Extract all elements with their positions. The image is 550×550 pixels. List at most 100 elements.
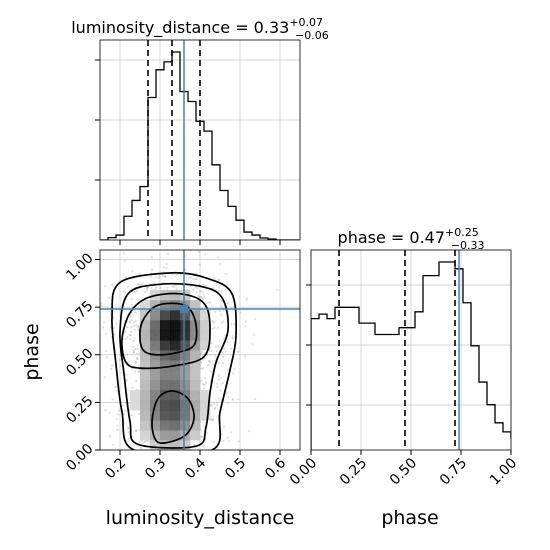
scatter-point	[200, 435, 203, 438]
scatter-point	[132, 345, 135, 348]
scatter-point	[226, 401, 229, 404]
density-heatmap	[130, 290, 211, 450]
heatmap-cell	[170, 290, 181, 301]
scatter-point	[221, 351, 224, 354]
heatmap-cell	[150, 440, 161, 450]
scatter-point	[137, 370, 140, 374]
scatter-point	[244, 325, 247, 328]
scatter-point	[134, 347, 137, 351]
heatmap-cell	[180, 410, 191, 421]
scatter-point	[109, 367, 112, 371]
heatmap-cell	[160, 310, 171, 321]
scatter-point	[144, 440, 147, 443]
scatter-point	[236, 350, 240, 353]
scatter-point	[172, 285, 175, 288]
scatter-point	[110, 283, 114, 287]
scatter-point	[102, 326, 105, 329]
scatter-point	[194, 286, 197, 289]
scatter-point	[213, 407, 216, 411]
scatter-point	[254, 397, 257, 401]
x-tick-label: 0.75	[437, 455, 470, 488]
scatter-point	[171, 284, 174, 288]
scatter-point	[213, 353, 217, 357]
scatter-point	[96, 337, 98, 339]
scatter-point	[276, 288, 279, 291]
scatter-point	[212, 321, 215, 324]
scatter-point	[216, 385, 219, 388]
heatmap-cell	[140, 350, 151, 361]
scatter-point	[201, 383, 204, 386]
scatter-point	[124, 276, 127, 279]
scatter-point	[104, 349, 107, 353]
scatter-point	[253, 317, 257, 321]
scatter-point	[134, 311, 137, 314]
heatmap-cell	[170, 320, 181, 331]
scatter-point	[233, 323, 236, 326]
heatmap-cell	[170, 370, 181, 381]
scatter-point	[218, 309, 221, 313]
heatmap-cell	[200, 340, 211, 351]
scatter-point	[202, 293, 205, 296]
contour-line	[151, 390, 195, 444]
heatmap-cell	[160, 400, 171, 411]
scatter-point	[212, 418, 215, 421]
scatter-point	[196, 278, 199, 281]
scatter-point	[203, 284, 207, 287]
scatter-point	[253, 333, 256, 336]
scatter-point	[200, 351, 203, 354]
scatter-point	[133, 337, 136, 340]
y-tick-label: 1.00	[63, 250, 96, 283]
scatter-point	[226, 341, 229, 344]
scatter-point	[203, 377, 206, 380]
scatter-point	[143, 290, 147, 293]
scatter-point	[136, 357, 139, 360]
scatter-point	[165, 266, 168, 269]
title-phase: phase = 0.47+0.25 −0.33	[338, 226, 485, 252]
scatter-point	[126, 335, 129, 339]
scatter-point	[103, 285, 107, 288]
scatter-point	[153, 282, 156, 285]
scatter-point	[202, 284, 205, 287]
scatter-point	[218, 345, 221, 349]
scatter-point	[215, 382, 219, 385]
scatter-point	[131, 269, 134, 273]
scatter-point	[123, 259, 127, 262]
scatter-point	[130, 319, 133, 322]
scatter-point	[123, 413, 126, 416]
scatter-point	[136, 283, 139, 286]
scatter-point	[132, 351, 135, 354]
scatter-point	[134, 361, 137, 364]
scatter-point	[214, 345, 218, 348]
heatmap-cell	[150, 360, 161, 371]
scatter-point	[190, 276, 193, 279]
scatter-point	[217, 344, 220, 347]
scatter-point	[228, 439, 231, 443]
scatter-point	[214, 406, 217, 409]
scatter-point	[118, 358, 121, 361]
heatmap-cell	[170, 440, 181, 450]
scatter-point	[117, 413, 120, 416]
heatmap-cell	[150, 380, 161, 391]
scatter-point	[137, 328, 140, 331]
scatter-point	[136, 352, 139, 355]
scatter-point	[126, 320, 129, 324]
scatter-point	[146, 286, 149, 289]
scatter-point	[151, 268, 154, 271]
heatmap-cell	[140, 340, 151, 351]
scatter-point	[219, 399, 222, 402]
scatter-point	[220, 299, 223, 303]
scatter-point	[196, 287, 199, 290]
scatter-point	[130, 414, 133, 417]
panel-luminosity-marginal: luminosity_distance = 0.33+0.07 −0.06	[71, 16, 329, 245]
scatter-point	[112, 443, 115, 446]
scatter-point	[203, 296, 206, 299]
scatter-point	[138, 272, 141, 275]
scatter-point	[135, 379, 138, 382]
scatter-point	[136, 357, 139, 360]
heatmap-cell	[140, 400, 151, 411]
heatmap-cell	[190, 330, 201, 341]
scatter-point	[131, 367, 134, 370]
heatmap-cell	[150, 410, 161, 421]
scatter-point	[219, 262, 222, 266]
scatter-point	[222, 439, 225, 443]
